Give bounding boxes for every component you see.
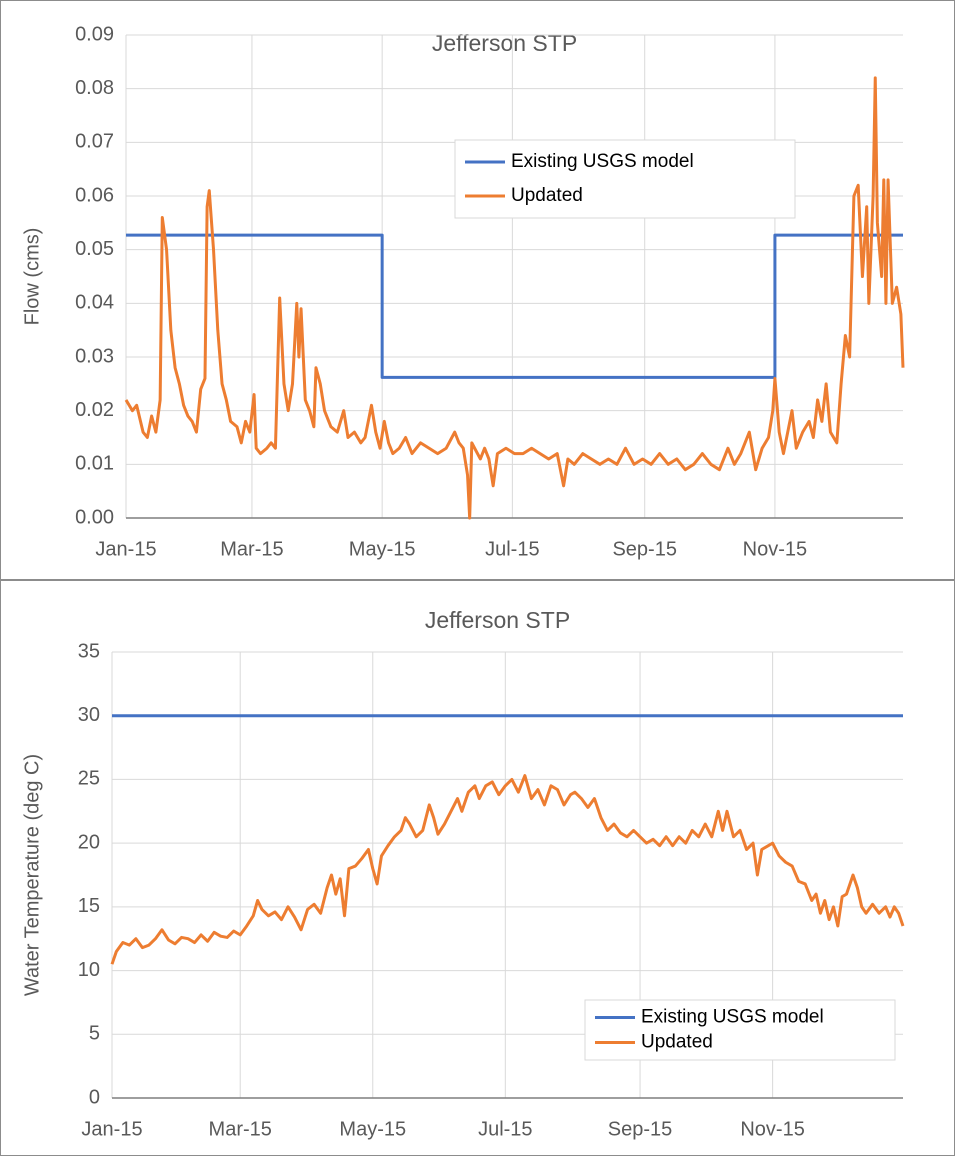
panel — [0, 0, 955, 580]
y-tick-label: 0.04 — [75, 292, 114, 314]
x-tick-label: Mar-15 — [220, 538, 283, 560]
legend-label: Updated — [511, 185, 583, 206]
y-tick-label: 15 — [78, 895, 100, 917]
legend-label: Existing USGS model — [641, 1007, 824, 1028]
y-tick-label: 0.05 — [75, 238, 114, 260]
data-line — [110, 774, 905, 965]
y-tick-label: 0 — [89, 1086, 100, 1108]
x-tick-label: Jul-15 — [485, 538, 539, 560]
legend-label: Updated — [641, 1032, 713, 1053]
y-tick-label: 30 — [78, 704, 100, 726]
y-tick-label: 0.02 — [75, 399, 114, 421]
y-tick-label: 0.06 — [75, 184, 114, 206]
x-tick-label: Sep-15 — [608, 1118, 673, 1140]
y-tick-label: 0.08 — [75, 77, 114, 99]
x-tick-label: Nov-15 — [740, 1118, 804, 1140]
data-line — [124, 76, 905, 520]
y-tick-label: 20 — [78, 831, 100, 853]
y-tick-label: 35 — [78, 640, 100, 662]
y-tick-label: 0.01 — [75, 453, 114, 475]
x-tick-label: Sep-15 — [612, 538, 677, 560]
chart-title: Jefferson STP — [425, 607, 570, 633]
legend-box — [584, 999, 896, 1061]
y-tick-label: 0.07 — [75, 131, 114, 153]
panel — [0, 580, 955, 1156]
x-tick-label: Jul-15 — [478, 1118, 532, 1140]
x-tick-label: Nov-15 — [743, 538, 807, 560]
y-axis-label: Flow (cms) — [21, 228, 43, 326]
y-axis-label: Water Temperature (deg C) — [21, 754, 43, 996]
legend-box — [454, 139, 796, 219]
y-tick-label: 0.00 — [75, 506, 114, 528]
y-tick-label: 5 — [89, 1023, 100, 1045]
y-tick-label: 10 — [78, 959, 100, 981]
y-tick-label: 25 — [78, 768, 100, 790]
legend-label: Existing USGS model — [511, 151, 694, 172]
x-tick-label: May-15 — [339, 1118, 406, 1140]
y-tick-label: 0.09 — [75, 23, 114, 45]
x-tick-label: Mar-15 — [209, 1118, 272, 1140]
data-line — [126, 233, 903, 379]
chart-title: Jefferson STP — [432, 30, 577, 56]
y-tick-label: 0.03 — [75, 345, 114, 367]
x-tick-label: Jan-15 — [95, 538, 156, 560]
x-tick-label: May-15 — [349, 538, 416, 560]
x-tick-label: Jan-15 — [81, 1118, 142, 1140]
